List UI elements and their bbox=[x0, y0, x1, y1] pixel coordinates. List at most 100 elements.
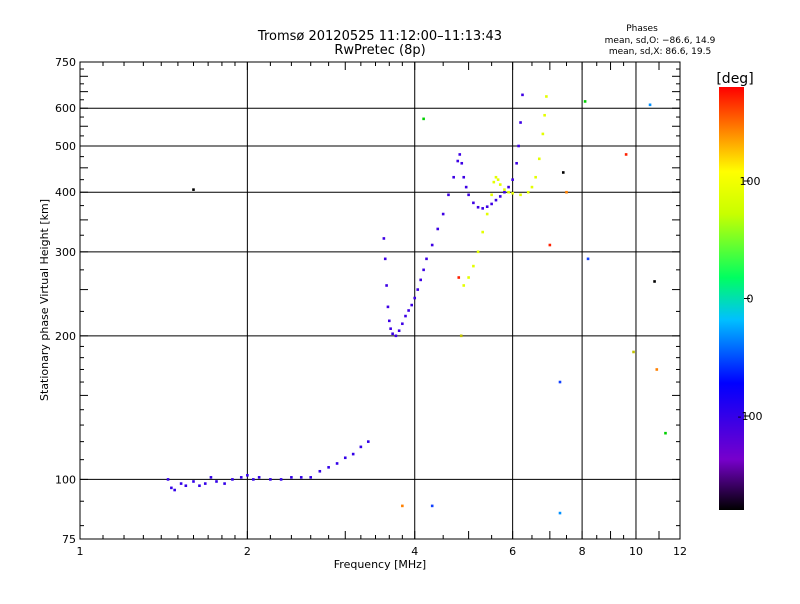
data-point bbox=[257, 476, 261, 479]
y-tick-label: 200 bbox=[55, 330, 76, 343]
x-tick-label: 8 bbox=[579, 545, 586, 558]
data-point bbox=[389, 327, 392, 330]
y-axis-label: Stationary phase Virtual Height [km] bbox=[38, 199, 51, 401]
data-point bbox=[394, 334, 398, 338]
data-point bbox=[561, 171, 565, 174]
data-point bbox=[534, 175, 537, 179]
data-point bbox=[494, 198, 498, 202]
data-point bbox=[422, 117, 425, 121]
data-point bbox=[467, 193, 470, 197]
data-point bbox=[494, 175, 498, 179]
data-point bbox=[624, 153, 628, 156]
data-point bbox=[511, 191, 514, 195]
data-point bbox=[407, 309, 410, 312]
data-point bbox=[460, 161, 464, 165]
x-tick-labels: 1 2 4 6 8 10 12 bbox=[77, 545, 688, 558]
data-point bbox=[279, 478, 283, 481]
data-point bbox=[655, 368, 659, 371]
phases-heading: Phases bbox=[626, 24, 658, 34]
x-tick-label: 4 bbox=[411, 545, 418, 558]
data-point bbox=[507, 185, 510, 189]
data-point bbox=[401, 504, 404, 508]
data-point bbox=[481, 230, 484, 234]
colorbar bbox=[719, 87, 744, 510]
phases-mean-o: mean, sd,O: −86.6, 14.9 bbox=[605, 36, 716, 46]
y-tick-label: 500 bbox=[55, 140, 76, 153]
data-point bbox=[430, 504, 434, 508]
data-point bbox=[511, 178, 514, 181]
data-point bbox=[543, 113, 546, 117]
data-point bbox=[410, 303, 413, 307]
data-point bbox=[246, 474, 249, 477]
data-point bbox=[335, 462, 339, 465]
data-point bbox=[503, 190, 506, 194]
data-point bbox=[517, 144, 520, 148]
data-point bbox=[179, 482, 183, 485]
data-point bbox=[472, 264, 475, 268]
data-point bbox=[548, 243, 552, 247]
data-point bbox=[530, 185, 534, 189]
data-point bbox=[441, 212, 445, 216]
x-tick-label: 1 bbox=[77, 545, 84, 558]
data-point bbox=[203, 482, 207, 485]
data-point bbox=[519, 193, 522, 197]
data-point bbox=[456, 159, 460, 163]
data-point bbox=[209, 476, 213, 479]
data-point bbox=[401, 322, 404, 326]
data-point bbox=[404, 314, 407, 318]
colorbar-label: [deg] bbox=[716, 71, 753, 87]
data-point bbox=[198, 484, 201, 488]
data-point bbox=[541, 132, 545, 136]
data-point bbox=[166, 478, 170, 481]
data-point bbox=[184, 484, 188, 488]
data-point bbox=[485, 212, 489, 216]
data-point bbox=[490, 193, 493, 197]
data-point bbox=[459, 334, 463, 338]
data-point bbox=[385, 284, 388, 287]
data-point bbox=[425, 257, 428, 261]
data-point bbox=[436, 227, 440, 231]
data-point bbox=[653, 280, 656, 283]
chart-subtitle: RwPretec (8p) bbox=[334, 43, 425, 58]
y-tick-label: 400 bbox=[55, 186, 76, 199]
data-point bbox=[507, 190, 510, 194]
data-point bbox=[359, 445, 363, 449]
grid-lines bbox=[80, 62, 680, 539]
data-point bbox=[391, 332, 394, 336]
data-point bbox=[457, 276, 461, 279]
data-point bbox=[327, 466, 330, 469]
y-tick-label: 750 bbox=[55, 56, 76, 69]
data-point bbox=[498, 195, 502, 198]
x-tick-label: 10 bbox=[629, 545, 643, 558]
data-point bbox=[419, 278, 422, 282]
data-point bbox=[318, 469, 322, 473]
data-point bbox=[299, 476, 303, 479]
data-point bbox=[583, 100, 587, 103]
data-point bbox=[309, 476, 313, 479]
data-point bbox=[503, 188, 506, 191]
data-point bbox=[519, 121, 522, 124]
data-point bbox=[496, 178, 500, 181]
data-point bbox=[290, 476, 293, 479]
data-point bbox=[526, 190, 530, 194]
data-point bbox=[462, 284, 466, 287]
data-point bbox=[416, 288, 420, 291]
data-point bbox=[485, 205, 489, 208]
data-point bbox=[458, 153, 462, 156]
data-point bbox=[492, 180, 496, 184]
data-points bbox=[166, 93, 667, 515]
data-point bbox=[383, 257, 387, 261]
data-point bbox=[382, 237, 386, 240]
data-point bbox=[476, 205, 480, 209]
data-point bbox=[231, 478, 234, 481]
data-point bbox=[498, 183, 502, 186]
colorbar-tick-label: 100 bbox=[740, 175, 761, 188]
data-point bbox=[558, 511, 562, 515]
data-point bbox=[386, 305, 390, 309]
data-point bbox=[397, 329, 401, 332]
chart-title: Tromsø 20120525 11:12:00–11:13:43 bbox=[257, 29, 502, 44]
data-point bbox=[192, 480, 195, 483]
x-tick-label: 2 bbox=[244, 545, 251, 558]
